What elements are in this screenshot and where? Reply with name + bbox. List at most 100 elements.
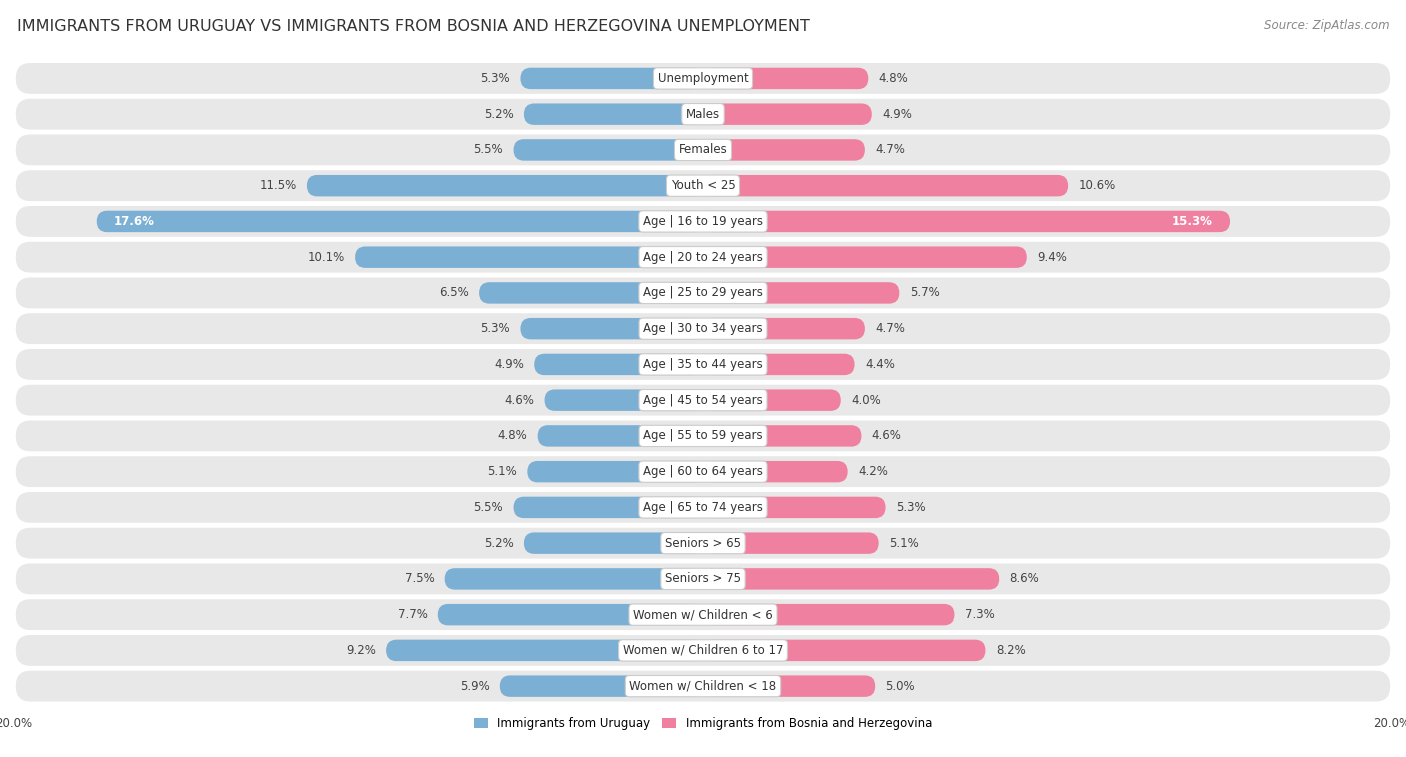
Text: Females: Females [679,143,727,157]
FancyBboxPatch shape [14,204,1392,238]
Text: 5.0%: 5.0% [886,680,915,693]
FancyBboxPatch shape [703,318,865,339]
Text: Age | 45 to 54 years: Age | 45 to 54 years [643,394,763,407]
Text: Age | 55 to 59 years: Age | 55 to 59 years [643,429,763,442]
Text: Youth < 25: Youth < 25 [671,179,735,192]
FancyBboxPatch shape [703,175,1069,196]
FancyBboxPatch shape [14,383,1392,417]
FancyBboxPatch shape [703,569,1000,590]
FancyBboxPatch shape [14,61,1392,95]
FancyBboxPatch shape [524,532,703,554]
Text: 5.5%: 5.5% [474,501,503,514]
FancyBboxPatch shape [703,282,900,304]
Text: 7.3%: 7.3% [965,608,994,621]
Text: 9.4%: 9.4% [1038,251,1067,263]
Text: 4.6%: 4.6% [505,394,534,407]
FancyBboxPatch shape [703,354,855,375]
Text: Women w/ Children < 6: Women w/ Children < 6 [633,608,773,621]
FancyBboxPatch shape [14,347,1392,382]
FancyBboxPatch shape [479,282,703,304]
FancyBboxPatch shape [534,354,703,375]
Text: 8.2%: 8.2% [995,644,1025,657]
FancyBboxPatch shape [307,175,703,196]
FancyBboxPatch shape [513,139,703,160]
FancyBboxPatch shape [14,454,1392,489]
Text: Age | 20 to 24 years: Age | 20 to 24 years [643,251,763,263]
FancyBboxPatch shape [444,569,703,590]
Text: 5.2%: 5.2% [484,107,513,120]
Text: 17.6%: 17.6% [114,215,155,228]
Text: 5.3%: 5.3% [481,322,510,335]
FancyBboxPatch shape [524,104,703,125]
Text: 6.5%: 6.5% [439,286,468,300]
Text: Unemployment: Unemployment [658,72,748,85]
FancyBboxPatch shape [703,497,886,518]
Text: 5.1%: 5.1% [488,465,517,478]
FancyBboxPatch shape [14,633,1392,668]
Text: Seniors > 65: Seniors > 65 [665,537,741,550]
FancyBboxPatch shape [703,532,879,554]
FancyBboxPatch shape [703,139,865,160]
Text: 5.7%: 5.7% [910,286,939,300]
Text: 4.9%: 4.9% [494,358,524,371]
Text: 5.1%: 5.1% [889,537,918,550]
Text: 4.2%: 4.2% [858,465,887,478]
FancyBboxPatch shape [703,461,848,482]
Text: 20.0%: 20.0% [0,717,32,730]
Text: IMMIGRANTS FROM URUGUAY VS IMMIGRANTS FROM BOSNIA AND HERZEGOVINA UNEMPLOYMENT: IMMIGRANTS FROM URUGUAY VS IMMIGRANTS FR… [17,19,810,34]
FancyBboxPatch shape [14,526,1392,560]
Text: 7.7%: 7.7% [398,608,427,621]
FancyBboxPatch shape [703,604,955,625]
FancyBboxPatch shape [537,425,703,447]
Text: Age | 30 to 34 years: Age | 30 to 34 years [643,322,763,335]
FancyBboxPatch shape [437,604,703,625]
Text: 10.6%: 10.6% [1078,179,1116,192]
Text: Women w/ Children 6 to 17: Women w/ Children 6 to 17 [623,644,783,657]
FancyBboxPatch shape [14,312,1392,346]
FancyBboxPatch shape [356,247,703,268]
FancyBboxPatch shape [520,318,703,339]
FancyBboxPatch shape [499,675,703,697]
Text: 11.5%: 11.5% [259,179,297,192]
FancyBboxPatch shape [14,597,1392,632]
FancyBboxPatch shape [14,132,1392,167]
FancyBboxPatch shape [703,247,1026,268]
Text: 4.0%: 4.0% [851,394,882,407]
FancyBboxPatch shape [703,675,875,697]
Text: 4.6%: 4.6% [872,429,901,442]
Text: Age | 35 to 44 years: Age | 35 to 44 years [643,358,763,371]
Text: Males: Males [686,107,720,120]
Legend: Immigrants from Uruguay, Immigrants from Bosnia and Herzegovina: Immigrants from Uruguay, Immigrants from… [470,713,936,734]
Text: 4.8%: 4.8% [498,429,527,442]
Text: 15.3%: 15.3% [1173,215,1213,228]
FancyBboxPatch shape [513,497,703,518]
Text: Age | 60 to 64 years: Age | 60 to 64 years [643,465,763,478]
Text: 4.9%: 4.9% [882,107,912,120]
FancyBboxPatch shape [14,240,1392,274]
FancyBboxPatch shape [14,276,1392,310]
Text: 5.5%: 5.5% [474,143,503,157]
Text: 4.7%: 4.7% [875,322,905,335]
Text: Source: ZipAtlas.com: Source: ZipAtlas.com [1264,19,1389,32]
Text: 4.4%: 4.4% [865,358,894,371]
Text: Age | 25 to 29 years: Age | 25 to 29 years [643,286,763,300]
Text: Age | 16 to 19 years: Age | 16 to 19 years [643,215,763,228]
Text: 8.6%: 8.6% [1010,572,1039,585]
FancyBboxPatch shape [387,640,703,661]
Text: 5.2%: 5.2% [484,537,513,550]
FancyBboxPatch shape [14,562,1392,596]
FancyBboxPatch shape [520,67,703,89]
Text: Age | 65 to 74 years: Age | 65 to 74 years [643,501,763,514]
Text: 20.0%: 20.0% [1374,717,1406,730]
FancyBboxPatch shape [97,210,703,232]
FancyBboxPatch shape [703,640,986,661]
FancyBboxPatch shape [703,389,841,411]
FancyBboxPatch shape [14,97,1392,132]
Text: 4.7%: 4.7% [875,143,905,157]
FancyBboxPatch shape [544,389,703,411]
Text: 5.9%: 5.9% [460,680,489,693]
FancyBboxPatch shape [703,67,869,89]
FancyBboxPatch shape [14,419,1392,453]
FancyBboxPatch shape [703,425,862,447]
FancyBboxPatch shape [527,461,703,482]
